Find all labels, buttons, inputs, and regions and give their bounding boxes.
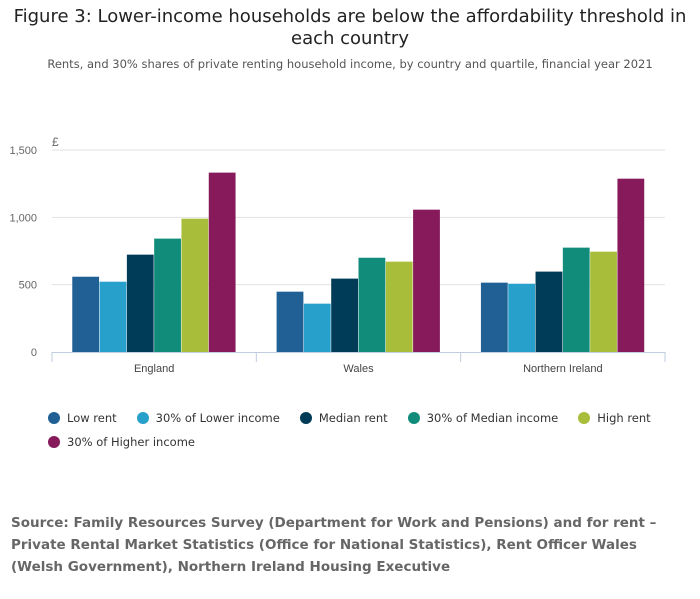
legend-item[interactable]: Median rent bbox=[299, 406, 388, 430]
y-tick-label: 1,500 bbox=[9, 145, 37, 157]
bar-northern-ireland-4 bbox=[590, 251, 617, 352]
legend-label: 30% of Median income bbox=[426, 411, 559, 425]
bar-england-2 bbox=[126, 254, 154, 352]
chart-title: Figure 3: Lower-income households are be… bbox=[13, 6, 687, 49]
bar-wales-1 bbox=[303, 303, 331, 352]
chart-subtitle: Rents, and 30% shares of private renting… bbox=[47, 57, 653, 71]
legend-item[interactable]: 30% of Median income bbox=[407, 406, 559, 430]
legend-label: Low rent bbox=[67, 411, 117, 425]
y-tick-label: 0 bbox=[31, 347, 37, 359]
legend-swatch-icon bbox=[136, 412, 149, 424]
y-tick-label: 1,000 bbox=[9, 212, 37, 224]
source-note: Source: Family Resources Survey (Departm… bbox=[11, 515, 657, 575]
legend-swatch-icon bbox=[407, 412, 420, 424]
bar-northern-ireland-3 bbox=[562, 247, 590, 352]
legend-item[interactable]: 30% of Lower income bbox=[136, 406, 280, 430]
bar-chart: 0 500 1,000 1,500 £ England Wales Northern Irel… bbox=[9, 135, 666, 375]
legend-label: 30% of Lower income bbox=[155, 411, 280, 425]
bar-england-4 bbox=[181, 218, 209, 352]
x-tick-label: Wales bbox=[343, 363, 374, 375]
bar-england-3 bbox=[154, 238, 181, 352]
bar-wales-2 bbox=[331, 278, 358, 352]
y-axis-label: £ bbox=[52, 135, 59, 149]
bar-northern-ireland-1 bbox=[508, 283, 536, 352]
bar-northern-ireland-0 bbox=[480, 282, 508, 352]
bar-wales-5 bbox=[413, 209, 440, 352]
legend-item[interactable]: Low rent bbox=[48, 406, 117, 430]
legend-item[interactable]: 30% of Higher income bbox=[48, 430, 195, 454]
legend-swatch-icon bbox=[299, 412, 312, 424]
bar-england-1 bbox=[99, 281, 127, 352]
bar-wales-0 bbox=[276, 291, 304, 352]
legend-swatch-icon bbox=[48, 412, 60, 424]
legend: Low rent 30% of Lower income Median rent 30… bbox=[48, 406, 688, 454]
x-tick-label: England bbox=[134, 363, 174, 375]
y-tick-label: 500 bbox=[19, 280, 37, 292]
bar-england-5 bbox=[208, 172, 236, 352]
bar-england-0 bbox=[72, 276, 100, 352]
legend-swatch-icon bbox=[48, 436, 60, 448]
bar-northern-ireland-5 bbox=[617, 178, 645, 352]
bar-northern-ireland-2 bbox=[535, 271, 563, 352]
bar-wales-4 bbox=[385, 261, 413, 352]
bar-wales-3 bbox=[358, 257, 386, 352]
x-tick-label: Northern Ireland bbox=[523, 363, 603, 375]
legend-label: 30% of Higher income bbox=[67, 435, 195, 449]
legend-item[interactable]: High rent bbox=[578, 406, 651, 430]
legend-label: High rent bbox=[597, 411, 651, 425]
legend-swatch-icon bbox=[578, 412, 591, 424]
legend-label: Median rent bbox=[318, 411, 388, 425]
